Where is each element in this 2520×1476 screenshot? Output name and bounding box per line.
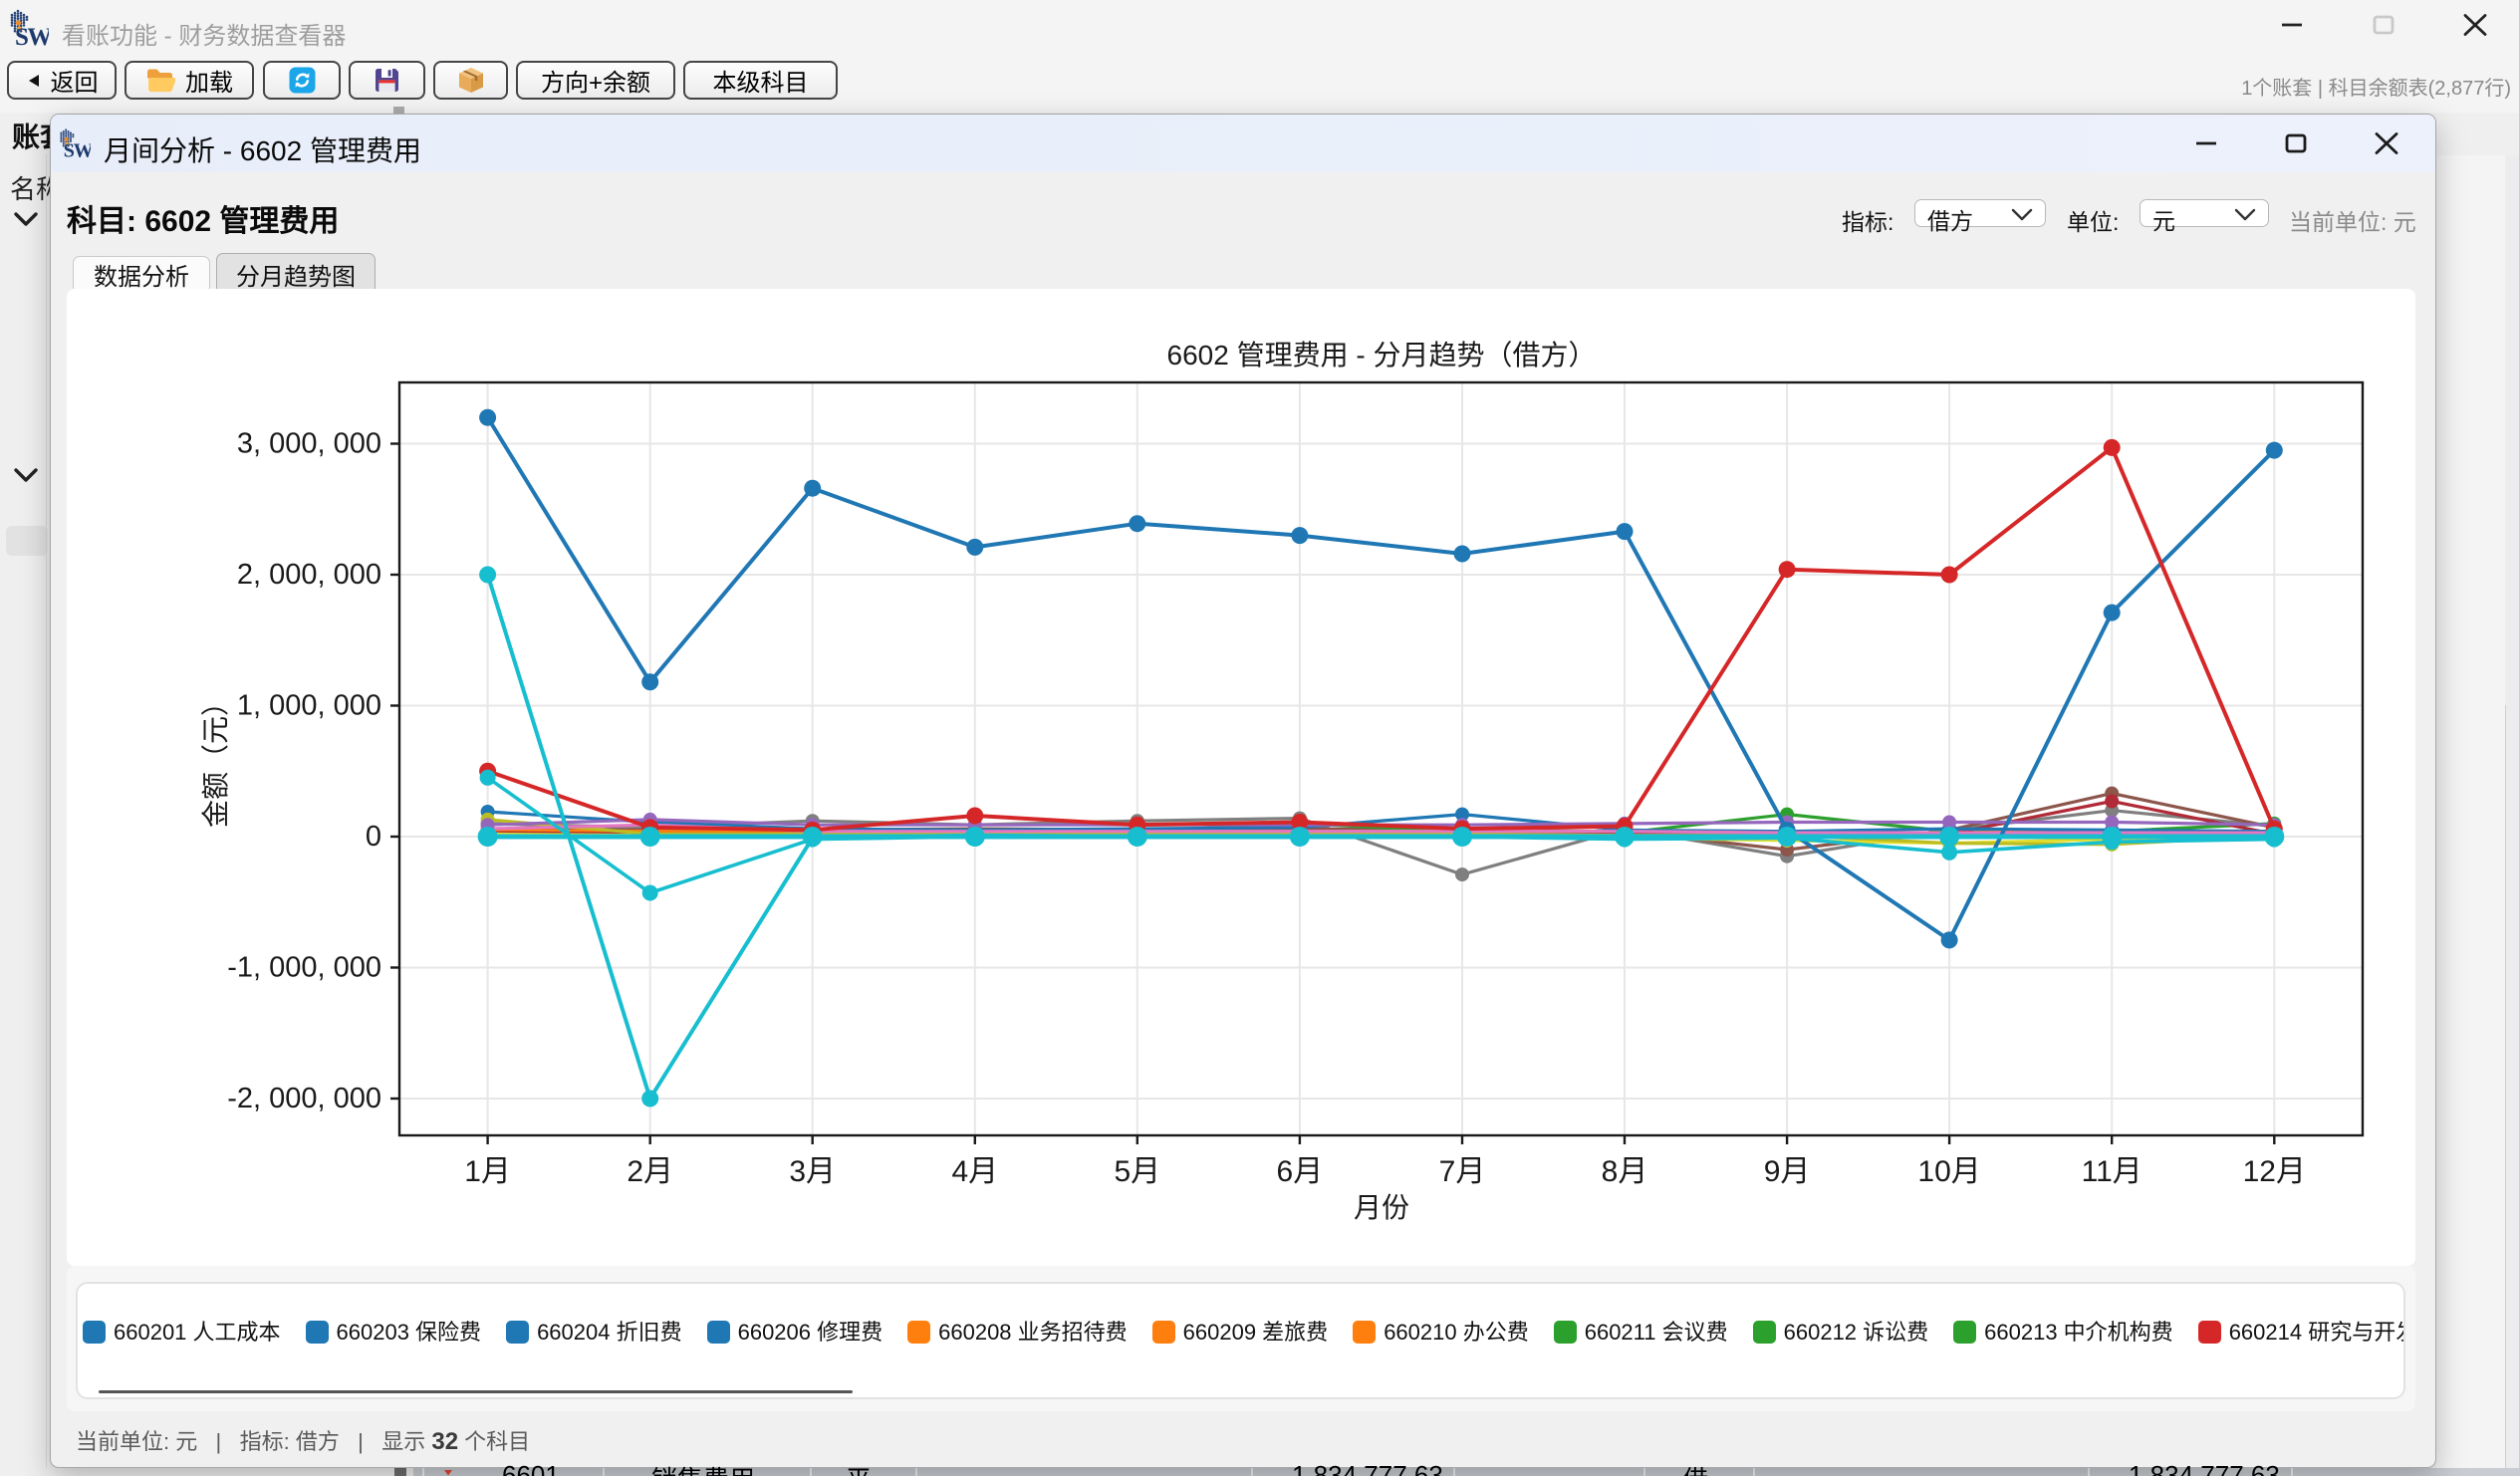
svg-text:12月: 12月	[2243, 1155, 2306, 1188]
svg-text:4月: 4月	[951, 1155, 998, 1188]
svg-text:6602 管理费用 - 分月趋势（借方）: 6602 管理费用 - 分月趋势（借方）	[1167, 340, 1597, 370]
svg-text:2月: 2月	[627, 1155, 673, 1188]
svg-text:-2, 000, 000: -2, 000, 000	[227, 1083, 381, 1114]
svg-text:1月: 1月	[464, 1155, 511, 1188]
svg-text:SW: SW	[64, 140, 91, 159]
svg-text:3月: 3月	[789, 1155, 836, 1188]
svg-text:11月: 11月	[2082, 1155, 2142, 1188]
svg-text:5月: 5月	[1114, 1155, 1160, 1188]
svg-text:月份: 月份	[1354, 1192, 1409, 1223]
svg-text:金额（元）: 金额（元）	[200, 688, 231, 828]
svg-text:8月: 8月	[1602, 1155, 1648, 1188]
svg-text:7月: 7月	[1439, 1155, 1486, 1188]
svg-text:-1, 000, 000: -1, 000, 000	[227, 952, 381, 984]
svg-text:6月: 6月	[1277, 1155, 1324, 1188]
svg-text:SW: SW	[15, 24, 49, 48]
svg-text:1, 000, 000: 1, 000, 000	[237, 690, 381, 722]
svg-text:10月: 10月	[1917, 1155, 1980, 1188]
svg-text:3, 000, 000: 3, 000, 000	[237, 428, 381, 460]
svg-text:9月: 9月	[1764, 1155, 1811, 1188]
svg-text:0: 0	[366, 821, 381, 853]
svg-text:2, 000, 000: 2, 000, 000	[237, 559, 381, 591]
